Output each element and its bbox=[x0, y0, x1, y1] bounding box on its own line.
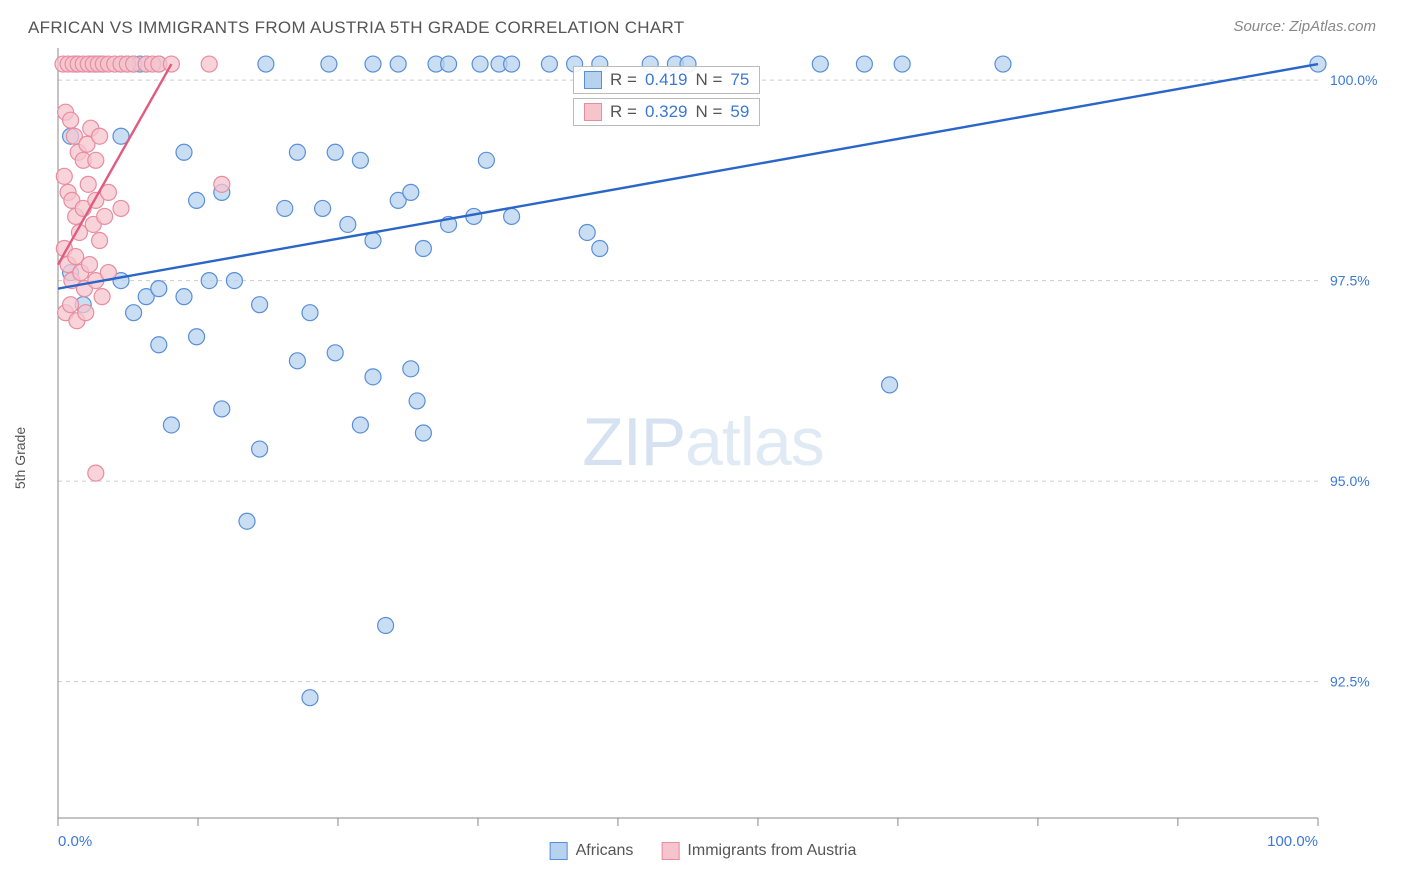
svg-text:100.0%: 100.0% bbox=[1330, 72, 1377, 88]
stats-box-africans: R = 0.419 N = 75 bbox=[573, 66, 760, 94]
stats-n-value-africans: 75 bbox=[730, 70, 749, 90]
chart-title: AFRICAN VS IMMIGRANTS FROM AUSTRIA 5TH G… bbox=[28, 18, 684, 38]
swatch-austria-icon bbox=[584, 103, 602, 121]
y-axis-title: 5th Grade bbox=[12, 427, 28, 489]
stats-r-label: R = bbox=[610, 102, 637, 122]
stats-r-value-austria: 0.329 bbox=[645, 102, 688, 122]
bottom-legend: Africans Immigrants from Austria bbox=[550, 842, 857, 860]
swatch-africans-icon bbox=[584, 71, 602, 89]
legend-item-africans: Africans bbox=[550, 842, 634, 860]
stats-n-value-austria: 59 bbox=[730, 102, 749, 122]
stats-box-austria: R = 0.329 N = 59 bbox=[573, 98, 760, 126]
legend-item-austria: Immigrants from Austria bbox=[661, 842, 856, 860]
scatter-chart: 92.5% 95.0% 97.5% 100.0% 0.0% 100.0% bbox=[28, 48, 1378, 853]
stats-r-value-africans: 0.419 bbox=[645, 70, 688, 90]
svg-text:92.5%: 92.5% bbox=[1330, 674, 1370, 690]
legend-swatch-africans-icon bbox=[550, 842, 568, 860]
source-label: Source: ZipAtlas.com bbox=[1233, 18, 1376, 35]
stats-n-label: N = bbox=[695, 102, 722, 122]
stats-r-label: R = bbox=[610, 70, 637, 90]
svg-text:97.5%: 97.5% bbox=[1330, 273, 1370, 289]
legend-label-austria: Immigrants from Austria bbox=[687, 842, 856, 860]
legend-label-africans: Africans bbox=[576, 842, 634, 860]
svg-text:0.0%: 0.0% bbox=[58, 833, 92, 850]
chart-container: 5th Grade 92.5%95.0%97.5%100.0%0.0%100.0… bbox=[28, 48, 1378, 868]
svg-text:100.0%: 100.0% bbox=[1267, 833, 1318, 850]
stats-n-label: N = bbox=[695, 70, 722, 90]
legend-swatch-austria-icon bbox=[661, 842, 679, 860]
svg-text:95.0%: 95.0% bbox=[1330, 473, 1370, 489]
